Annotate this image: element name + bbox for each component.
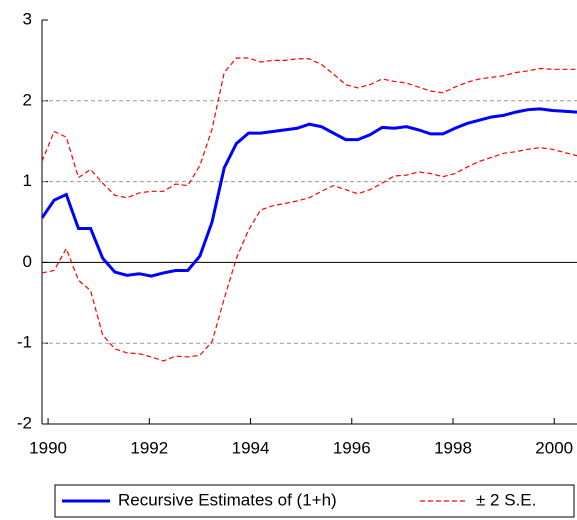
- legend-label: ± 2 S.E.: [476, 490, 536, 509]
- x-tick-label: 1998: [434, 438, 472, 457]
- legend-box: [54, 484, 575, 518]
- y-tick-label: 0: [23, 252, 32, 271]
- x-tick-label: 2000: [535, 438, 573, 457]
- y-tick-label: -2: [17, 413, 32, 432]
- legend-label: Recursive Estimates of (1+h): [118, 490, 337, 509]
- x-tick-label: 1994: [232, 438, 270, 457]
- x-tick-label: 1996: [333, 438, 371, 457]
- series-line: [40, 107, 577, 278]
- y-tick-label: 1: [23, 171, 32, 190]
- x-tick-label: 1992: [130, 438, 168, 457]
- y-tick-label: -1: [17, 333, 32, 352]
- series-line: [41, 57, 577, 199]
- series-line: [41, 147, 577, 362]
- y-tick-label: 2: [23, 90, 32, 109]
- x-tick-label: 1990: [29, 438, 67, 457]
- y-tick-label: 3: [23, 9, 32, 28]
